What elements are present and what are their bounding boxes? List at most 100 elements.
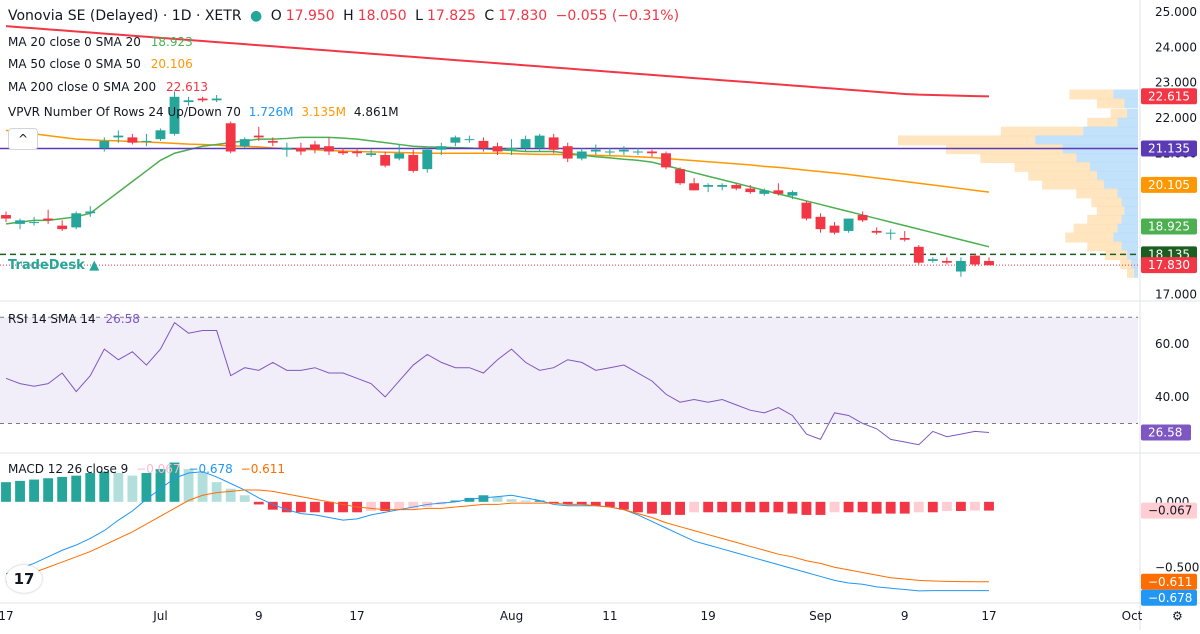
candle-body (801, 202, 812, 219)
ohlc-close: 17.830 (498, 8, 548, 24)
macd-histogram-bar (85, 473, 96, 502)
candle-body (970, 255, 980, 265)
ma20-label: MA 20 close 0 SMA 20 (8, 35, 141, 49)
candle-body (941, 260, 952, 263)
time-axis-label: Sep (809, 609, 832, 623)
candle-body (815, 216, 826, 230)
price-badge (1141, 257, 1197, 274)
ma50-label: MA 50 close 0 SMA 50 (8, 57, 141, 71)
macd-histogram-bar (871, 501, 882, 514)
candle-body (520, 139, 531, 148)
macd-histogram-bar (15, 480, 25, 502)
candle-body (618, 149, 629, 152)
ma50-legend[interactable]: MA 50 close 0 SMA 50 20.106 (8, 57, 197, 71)
macd-histogram-bar (801, 501, 812, 515)
macd-histogram-bar (885, 501, 896, 514)
candle-body (590, 149, 601, 152)
candle-body (141, 140, 152, 142)
vpvr-up-bar (1121, 197, 1138, 208)
macd-badge (1141, 573, 1197, 590)
macd-hist-value: −0.067 (136, 462, 181, 476)
macd-histogram-bar (211, 482, 222, 502)
macd-histogram-bar (113, 473, 124, 502)
price-axis-tick: 24.000 (1155, 40, 1197, 54)
candle-body (239, 139, 250, 147)
candle-body (338, 151, 348, 154)
price-badge-label: 21.135 (1148, 141, 1190, 155)
price-axis-tick: 22.000 (1155, 111, 1197, 125)
tradingview-logo[interactable]: 17 (6, 565, 42, 593)
candle-body (169, 96, 180, 134)
macd-histogram-bar (155, 469, 166, 502)
time-axis-label: 19 (701, 609, 716, 623)
candle-body (843, 218, 854, 231)
vpvr-down-bar (1087, 241, 1122, 252)
vpvr-down-bar (980, 153, 1077, 164)
macd-histogram-bar (773, 501, 784, 513)
macd-badge-label: −0.611 (1148, 575, 1192, 589)
macd-histogram-bar (548, 501, 559, 504)
ma200-label: MA 200 close 0 SMA 200 (8, 80, 157, 94)
watermark-brand: TradeDesk ▲ (8, 258, 100, 273)
settings-gear-icon[interactable]: ⚙ (1172, 609, 1183, 623)
macd-histogram-bar (787, 501, 798, 514)
candle-body (211, 98, 222, 101)
macd-histogram-bar (478, 495, 489, 502)
ma20-legend[interactable]: MA 20 close 0 SMA 20 18.923 (8, 35, 197, 49)
macd-histogram-bar (857, 501, 868, 513)
macd-histogram-bar (815, 501, 826, 515)
vpvr-legend[interactable]: VPVR Number Of Rows 24 Up/Down 70 1.726M… (8, 105, 403, 119)
vpvr-up-bar (1113, 89, 1138, 100)
macd-legend[interactable]: MACD 12 26 close 9 −0.067 −0.678 −0.611 (8, 462, 289, 476)
candle-body (352, 151, 362, 154)
candle-body (647, 151, 657, 154)
macd-histogram-bar (281, 501, 292, 513)
time-axis-label: Aug (500, 609, 523, 623)
candle-body (927, 259, 938, 261)
macd-histogram-bar (127, 475, 138, 502)
candle-body (436, 146, 447, 150)
price-axis-tick: 25.000 (1155, 5, 1197, 19)
macd-histogram-bar (731, 501, 742, 513)
candle-body (253, 135, 264, 138)
candle-body (703, 185, 714, 187)
vpvr-up-bar (1076, 153, 1138, 164)
macd-label: MACD 12 26 close 9 (8, 462, 129, 476)
vpvr-up-bar (1127, 108, 1138, 119)
macd-histogram-bar (562, 501, 573, 505)
candle-body (773, 190, 784, 194)
macd-histogram-bar (520, 500, 531, 502)
vpvr-up-bar (1113, 232, 1138, 243)
macd-histogram-bar (1, 482, 11, 502)
ohlc-open: 17.950 (285, 8, 335, 24)
candle-body (955, 260, 966, 272)
rsi-value: 26.58 (105, 312, 140, 326)
ohlc-close-label: C (484, 8, 495, 24)
candle-body (394, 153, 405, 159)
macd-badge (1141, 589, 1197, 606)
vpvr-up-bar (1096, 170, 1138, 181)
candle-body (85, 211, 96, 214)
macd-histogram-bar (394, 501, 405, 510)
vpvr-up-bar (1131, 258, 1138, 269)
vpvr-down-bar (1120, 258, 1132, 269)
macd-histogram-bar (366, 501, 377, 511)
macd-histogram-bar (239, 495, 250, 502)
rsi-label: RSI 14 SMA 14 (8, 312, 96, 326)
macd-histogram-bar (225, 488, 236, 502)
ma200-legend[interactable]: MA 200 close 0 SMA 200 22.613 (8, 80, 212, 94)
macd-histogram-bar (689, 501, 700, 513)
rsi-axis-tick: 40.00 (1155, 390, 1189, 404)
macd-histogram-bar (43, 478, 54, 502)
candle-body (731, 185, 742, 189)
rsi-legend[interactable]: RSI 14 SMA 14 26.58 (8, 312, 144, 326)
macd-histogram-bar (29, 479, 40, 502)
rsi-axis-tick: 60.00 (1155, 337, 1189, 351)
candle-body (984, 260, 994, 266)
candle-body (885, 232, 896, 234)
macd-histogram-bar (253, 501, 264, 505)
vpvr-up: 1.726M (248, 105, 294, 119)
rsi-badge-label: 26.58 (1148, 426, 1182, 440)
macd-signal-line (5, 489, 989, 583)
collapse-legend-button[interactable]: ^ (8, 128, 38, 150)
